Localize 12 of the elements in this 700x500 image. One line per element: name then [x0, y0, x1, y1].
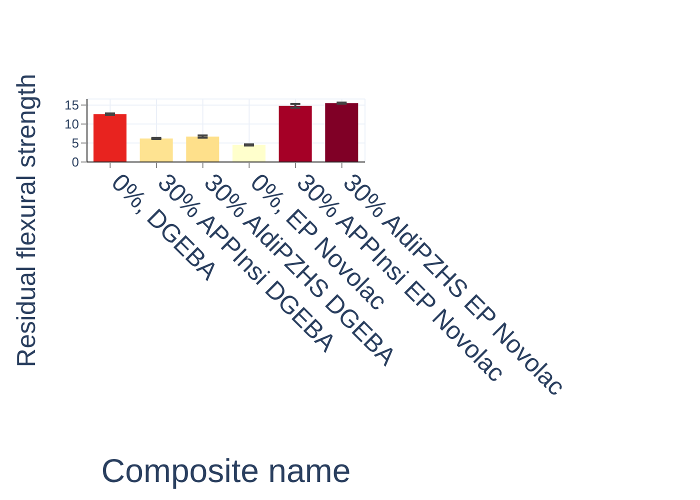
bar	[325, 103, 358, 162]
bar	[186, 136, 220, 162]
y-axis-title: Residual flexural strength	[11, 74, 42, 368]
y-tick-label: 5	[72, 136, 79, 151]
bar	[140, 138, 173, 162]
bar	[278, 106, 312, 162]
x-axis-title: Composite name	[101, 452, 351, 489]
y-tick-label: 10	[64, 116, 79, 132]
y-tick-label: 0	[72, 154, 79, 170]
bar	[232, 144, 266, 162]
bar	[93, 114, 126, 162]
y-tick-label: 15	[64, 98, 79, 113]
